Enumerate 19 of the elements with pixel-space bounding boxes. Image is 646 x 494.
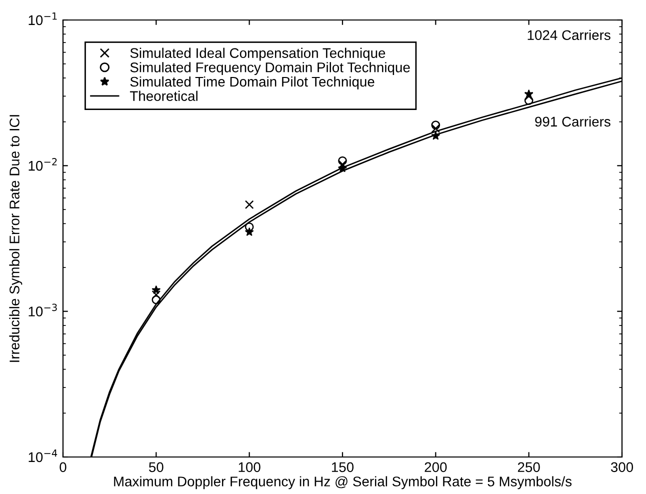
- x-tick-label: 0: [60, 462, 66, 472]
- y-axis-title: Irreducible Symbol Error Rate Due to ICI: [9, 115, 22, 362]
- y-tick-label: 10$^{−1}$: [28, 12, 57, 26]
- legend-label: Theoretical: [130, 90, 198, 101]
- y-tick-label: 10$^{−4}$: [28, 450, 58, 462]
- legend-label: Simulated Ideal Compensation Technique: [130, 48, 386, 61]
- y-tick-label: 10$^{−2}$: [28, 158, 57, 171]
- x-tick-label: 50: [149, 462, 164, 472]
- x-tick-label: 200: [424, 462, 447, 472]
- x-tick-label: 100: [238, 462, 260, 472]
- annotation: 1024 Carriers: [528, 30, 610, 40]
- annotation: 991 Carriers: [535, 116, 610, 127]
- y-tick-label: 10$^{−3}$: [28, 304, 57, 316]
- x-tick-label: 300: [610, 462, 634, 472]
- legend-label: Simulated Time Domain Pilot Technique: [130, 76, 374, 90]
- legend-label: Simulated Frequency Domain Pilot Technique: [130, 62, 410, 76]
- x-tick-label: 150: [332, 462, 354, 472]
- x-tick-label: 250: [518, 462, 540, 472]
- x-axis-title: Maximum Doppler Frequency in Hz @ Serial Symbol Rate = 5 Msymbols/s: [114, 476, 572, 490]
